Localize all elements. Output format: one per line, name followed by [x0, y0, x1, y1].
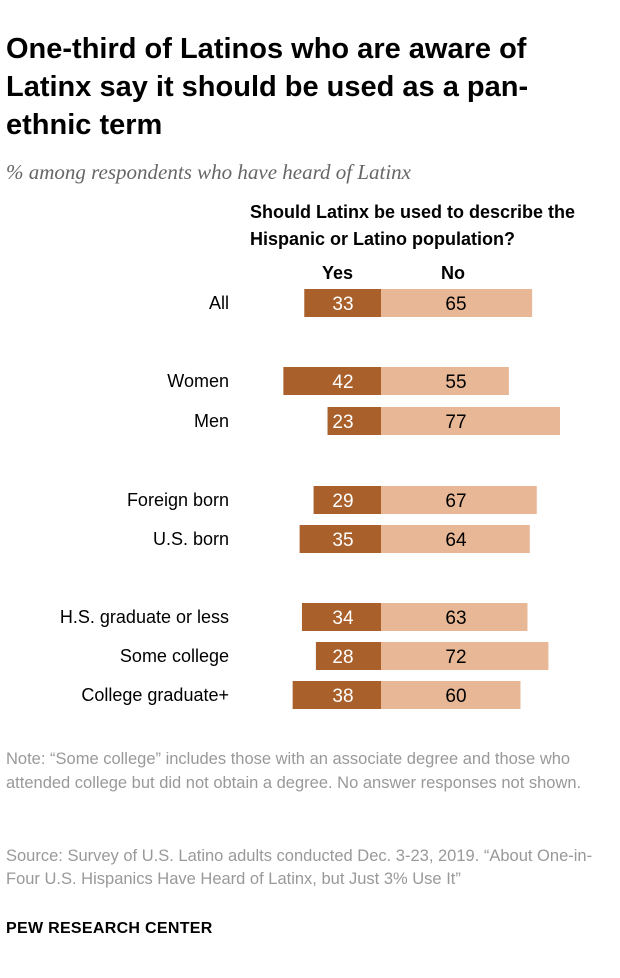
- value-label-yes-women: 42: [332, 372, 353, 393]
- source-text: Source: Survey of U.S. Latino adults con…: [6, 846, 593, 889]
- value-label-yes-college-graduate: 38: [332, 686, 353, 707]
- bar-no-women: [381, 367, 509, 395]
- value-label-yes-foreign-born: 29: [332, 491, 353, 512]
- yes-column-header: Yes: [322, 263, 354, 283]
- chart-subtitle: % among respondents who have heard of La…: [6, 160, 411, 184]
- value-label-no-u-s-born: 64: [445, 530, 467, 551]
- category-label-foreign-born: Foreign born: [127, 490, 229, 510]
- bar-no-some-college: [381, 642, 549, 670]
- bar-yes-women: [283, 367, 381, 395]
- category-label-college-graduate: College graduate+: [81, 685, 229, 705]
- value-label-no-some-college: 72: [445, 647, 466, 668]
- bar-no-h-s-graduate-or-less: [381, 603, 528, 631]
- bar-yes-all: [304, 289, 381, 317]
- bar-yes-h-s-graduate-or-less: [301, 603, 381, 631]
- category-label-some-college: Some college: [120, 646, 229, 666]
- value-label-no-h-s-graduate-or-less: 63: [445, 608, 466, 629]
- bar-yes-foreign-born: [313, 486, 381, 514]
- bar-no-all: [381, 289, 533, 317]
- bar-yes-college-graduate: [292, 681, 381, 709]
- bar-yes-u-s-born: [299, 525, 381, 553]
- value-label-no-all: 65: [445, 294, 466, 315]
- value-label-no-women: 55: [445, 372, 466, 393]
- bar-yes-men: [327, 407, 381, 435]
- value-label-no-men: 77: [445, 412, 466, 433]
- bar-no-college-graduate: [381, 681, 521, 709]
- chart-source: Source: Survey of U.S. Latino adults con…: [6, 828, 616, 908]
- bar-no-foreign-born: [381, 486, 537, 514]
- category-label-women: Women: [167, 371, 229, 391]
- value-label-yes-u-s-born: 35: [332, 530, 353, 551]
- category-label-h-s-graduate-or-less: H.S. graduate or less: [60, 607, 229, 627]
- category-label-all: All: [209, 293, 229, 313]
- bar-chart: All 33 65 Women 42 55 Men 23 77 Foreign born 29 67 U…: [60, 289, 561, 709]
- value-label-yes-some-college: 28: [332, 647, 353, 668]
- chart-note: Note: “Some college” includes those with…: [6, 748, 616, 795]
- category-label-u-s-born: U.S. born: [153, 529, 229, 549]
- value-label-yes-h-s-graduate-or-less: 34: [332, 608, 354, 629]
- bar-yes-some-college: [315, 642, 381, 670]
- value-label-yes-all: 33: [332, 294, 353, 315]
- note-text: Note: “Some college” includes those with…: [6, 750, 582, 792]
- bar-no-u-s-born: [381, 525, 530, 553]
- value-label-no-college-graduate: 60: [445, 686, 466, 707]
- bar-no-men: [381, 407, 561, 435]
- chart-title: One-third of Latinos who are aware of La…: [6, 33, 529, 141]
- question-heading: Should Latinx be used to describe the Hi…: [250, 202, 576, 249]
- no-column-header: No: [441, 263, 465, 283]
- category-label-men: Men: [194, 411, 229, 431]
- value-label-yes-men: 23: [332, 412, 353, 433]
- value-label-no-foreign-born: 67: [445, 491, 466, 512]
- brand-logo-text: PEW RESEARCH CENTER: [6, 920, 213, 937]
